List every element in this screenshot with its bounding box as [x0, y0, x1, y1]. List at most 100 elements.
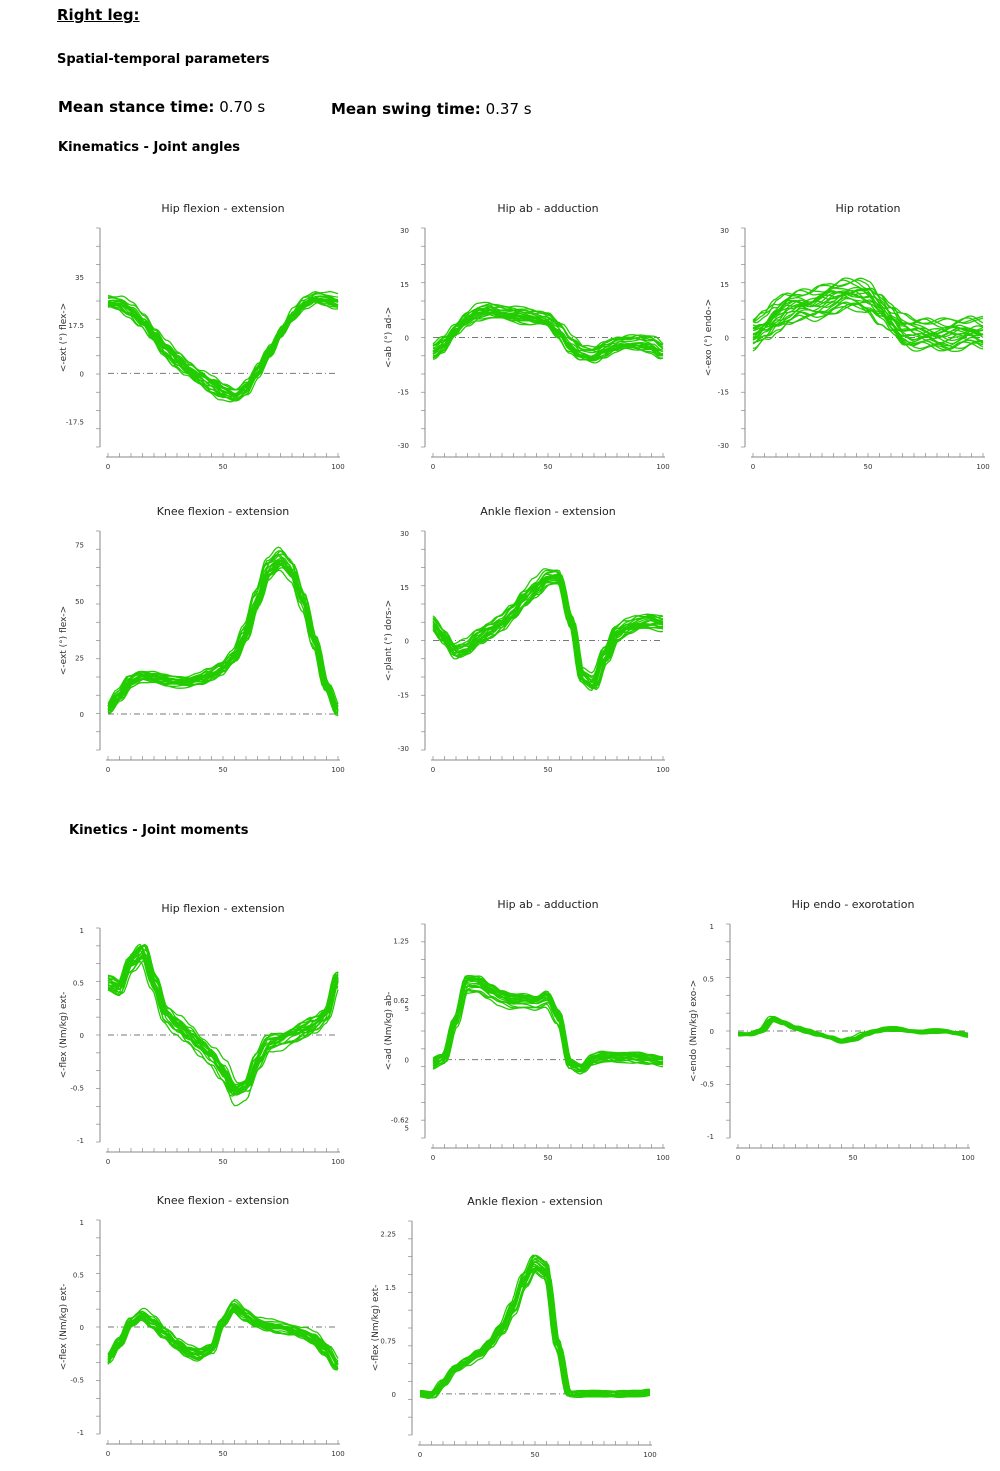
y-tick-label: 0.75 [380, 1337, 396, 1345]
x-tick-label: 0 [106, 1450, 110, 1458]
y-tick-label: 0 [392, 1391, 396, 1399]
spatial-temporal-heading: Spatial-temporal parameters [57, 52, 270, 67]
gait-cycle-curve [738, 1017, 969, 1040]
x-tick-label: 0 [106, 463, 110, 471]
gait-cycle-curve [432, 581, 664, 692]
gait-cycle-curve [419, 1268, 650, 1396]
y-tick-label: -1 [707, 1133, 714, 1141]
gait-cycle-curve [752, 296, 984, 347]
y-tick-label: 35 [75, 274, 84, 282]
y-tick-label: 1.5 [385, 1284, 396, 1292]
x-tick-label: 0 [736, 1154, 740, 1162]
y-axis-label: <-flex (Nm/kg) ext- [371, 1285, 381, 1372]
y-tick-label: 1 [710, 923, 714, 931]
gait-cycle-curve [432, 569, 664, 677]
y-tick-label: 0 [405, 638, 409, 646]
gait-cycle-curve [419, 1265, 651, 1399]
x-tick-label: 100 [331, 463, 344, 471]
gait-cycle-curve [107, 943, 339, 1084]
x-tick-label: 50 [219, 1450, 228, 1458]
y-tick-label: 0 [405, 335, 409, 343]
gait-cycle-curve [107, 553, 339, 707]
mean-swing-time: Mean swing time: 0.37 s [331, 100, 532, 118]
y-tick-label: -30 [398, 442, 409, 450]
y-tick-label: 15 [720, 281, 729, 289]
x-tick-label: 0 [431, 766, 435, 774]
y-tick-label: 15 [400, 584, 409, 592]
x-tick-label: 0 [751, 463, 755, 471]
gait-cycle-curve [752, 290, 984, 338]
y-tick-label: 75 [75, 541, 84, 549]
gait-cycle-curve [419, 1263, 651, 1399]
x-tick-label: 0 [431, 1154, 435, 1162]
chart-title: Hip ab - adduction [497, 898, 598, 911]
ankle-flexion-moment-chart: Ankle flexion - extension 0 0.75 1.5 2.25 0 50… [371, 1195, 657, 1459]
gait-cycle-curve [107, 555, 339, 711]
x-tick-label: 100 [331, 1450, 344, 1458]
gait-cycle-curve [107, 564, 339, 708]
chart-title: Hip endo - exorotation [792, 898, 915, 911]
gait-cycle-curve [107, 560, 339, 711]
knee-flexion-angle-chart: Knee flexion - extension 0 25 50 75 0 50 100 <-e… [59, 505, 345, 774]
y-tick-label: 1 [80, 927, 84, 935]
mean-swing-value: 0.37 s [485, 100, 532, 118]
y-tick-label: 1 [80, 1219, 84, 1227]
right-leg-heading: Right leg: [57, 6, 140, 24]
y-tick-label: 30 [400, 227, 409, 235]
y-tick-label: 5 [405, 1005, 409, 1013]
gait-cycle-curve [752, 286, 984, 336]
gait-cycle-curve [419, 1260, 651, 1399]
y-tick-label: 30 [720, 227, 729, 235]
y-tick-label: 15 [400, 281, 409, 289]
gait-cycle-curve [419, 1268, 651, 1398]
chart-title: Ankle flexion - extension [480, 505, 616, 518]
gait-cycle-curve [107, 295, 339, 396]
hip-rotation-angle-chart: Hip rotation -30 -15 0 15 30 0 50 100 <-exo (°) e… [704, 202, 990, 471]
y-tick-label: -30 [718, 442, 729, 450]
y-tick-label: 0.5 [73, 980, 84, 988]
x-tick-label: 0 [431, 463, 435, 471]
gait-cycle-curve [419, 1261, 651, 1397]
x-tick-label: 50 [219, 463, 228, 471]
gait-cycle-curve [107, 296, 339, 396]
x-tick-label: 50 [219, 766, 228, 774]
gait-cycle-curve [107, 559, 339, 714]
gait-cycle-curve [107, 298, 339, 395]
ankle-flexion-angle-chart: Ankle flexion - extension -30 -15 0 15 30 0 50 1… [384, 505, 670, 774]
x-tick-label: 0 [106, 1158, 110, 1166]
y-tick-label: -0.5 [70, 1085, 84, 1093]
gait-cycle-curve [107, 297, 339, 395]
gait-cycle-curve [419, 1266, 651, 1394]
gait-cycle-curve [107, 948, 339, 1092]
y-tick-label: -17.5 [66, 419, 84, 427]
gait-cycle-curve [432, 317, 664, 361]
y-tick-label: 0 [80, 1032, 84, 1040]
hip-ab-adduction-angle-chart: Hip ab - adduction -30 -15 0 15 30 0 50 100 <-ab … [384, 202, 670, 471]
mean-stance-time: Mean stance time: 0.70 s [58, 98, 265, 116]
gait-cycle-curve [107, 569, 339, 717]
y-tick-label: 17.5 [68, 322, 84, 330]
chart-title: Hip rotation [836, 202, 901, 215]
gait-cycle-curve [107, 550, 339, 711]
mean-swing-label: Mean swing time: [331, 100, 481, 118]
gait-cycle-curve [107, 944, 339, 1091]
gait-cycle-curve [432, 982, 664, 1071]
chart-title: Hip flexion - extension [161, 202, 284, 215]
gait-cycle-curve [107, 945, 339, 1086]
y-tick-label: -30 [398, 745, 409, 753]
x-tick-label: 50 [849, 1154, 858, 1162]
gait-cycle-curve [752, 291, 984, 340]
gait-cycle-curve [737, 1018, 969, 1043]
hip-flexion-angle-chart: Hip flexion - extension -17.5 0 17.5 35 0 50 10… [59, 202, 345, 471]
y-axis-label: <-ab (°) ad-> [384, 307, 394, 368]
y-axis-label: <-plant (°) dors-> [384, 600, 394, 681]
x-tick-label: 0 [418, 1451, 422, 1459]
gait-cycle-curve [107, 546, 339, 709]
x-tick-label: 100 [656, 766, 669, 774]
gait-cycle-curve [107, 295, 339, 398]
chart-title: Hip ab - adduction [497, 202, 598, 215]
chart-title: Knee flexion - extension [157, 505, 290, 518]
gait-cycle-curve [432, 583, 664, 688]
x-tick-label: 0 [106, 766, 110, 774]
y-tick-label: 0 [80, 1324, 84, 1332]
